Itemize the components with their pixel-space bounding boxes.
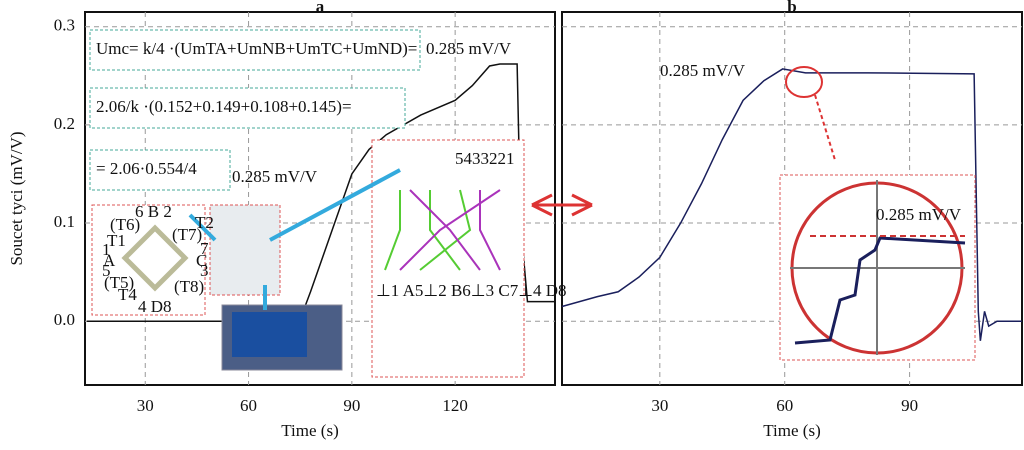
data-line	[561, 68, 1022, 341]
annotation: 4 D8	[138, 297, 172, 316]
annotation: C	[196, 251, 207, 270]
x-tick-label: 30	[651, 396, 668, 415]
annotation: (T5)	[104, 273, 134, 292]
x-tick-label: 60	[776, 396, 793, 415]
annotation: 0.285 mV/V	[232, 167, 318, 186]
frame-b	[561, 11, 1023, 386]
annotation: T1	[107, 231, 126, 250]
y-tick-label: 0.0	[54, 310, 75, 329]
x-tick-label: 60	[240, 396, 257, 415]
annotation: 7	[200, 239, 209, 258]
annotation: 2.06/k ·(0.152+0.149+0.108+0.145)=	[96, 97, 352, 116]
x-axis-label: Time (s)	[763, 421, 820, 440]
annotation: 1	[102, 240, 111, 259]
annotation: Umc= k/4 ·(UmTA+UmNB+UmTC+UmND)=	[96, 39, 417, 58]
annotation: 0.285 mV/V	[876, 205, 962, 224]
frame-a	[84, 11, 556, 386]
zoom-line	[794, 236, 966, 345]
annotation: 5433221	[455, 149, 515, 168]
y-axis-label: Soucet tyci (mV/V)	[7, 131, 26, 265]
annotation: 5	[102, 261, 111, 280]
annotation: (T7)	[172, 225, 202, 244]
annotation: (T8)	[174, 277, 204, 296]
x-axis-label: Time (s)	[281, 421, 338, 440]
recorder-screen	[232, 312, 307, 357]
insets	[89, 29, 976, 378]
zoom-arrow	[814, 94, 836, 161]
x-tick-label: 90	[343, 396, 360, 415]
formula-box	[89, 87, 406, 129]
connector-arrow	[188, 168, 401, 310]
bridge	[121, 224, 189, 292]
wiring-inset	[371, 139, 525, 378]
zoom-circle	[785, 66, 823, 98]
annotation: ⊥1 A5⊥2 B6⊥3 C7⊥4 D8	[376, 281, 567, 300]
annotation: 0.285 mV/V	[660, 61, 746, 80]
double-arrow	[531, 193, 593, 217]
wire	[384, 189, 472, 271]
y-tick-label: 0.1	[54, 212, 75, 231]
annotation: 0.285 mV/V	[426, 39, 512, 58]
annotation: 3	[200, 261, 209, 280]
annotation: T2	[195, 213, 214, 232]
annotation: A	[103, 251, 116, 270]
annotation: = 2.06·0.554/4	[96, 159, 197, 178]
panel-title: b	[787, 0, 796, 16]
annotation: T4	[118, 285, 137, 304]
amplifier	[209, 204, 281, 296]
panel-title: a	[316, 0, 325, 16]
wire	[399, 189, 501, 271]
crosshair	[790, 180, 965, 355]
y-tick-label: 0.2	[54, 114, 75, 133]
formula-box	[89, 29, 421, 71]
x-tick-label: 30	[137, 396, 154, 415]
annotation: (T6)	[110, 215, 140, 234]
wires	[384, 189, 501, 271]
x-tick-label: 90	[901, 396, 918, 415]
x-tick-label: 120	[442, 396, 468, 415]
y-tick-label: 0.3	[54, 16, 75, 35]
formula-box	[89, 149, 231, 191]
bridge-inset	[91, 204, 206, 316]
annotation: 6 B 2	[135, 202, 172, 221]
